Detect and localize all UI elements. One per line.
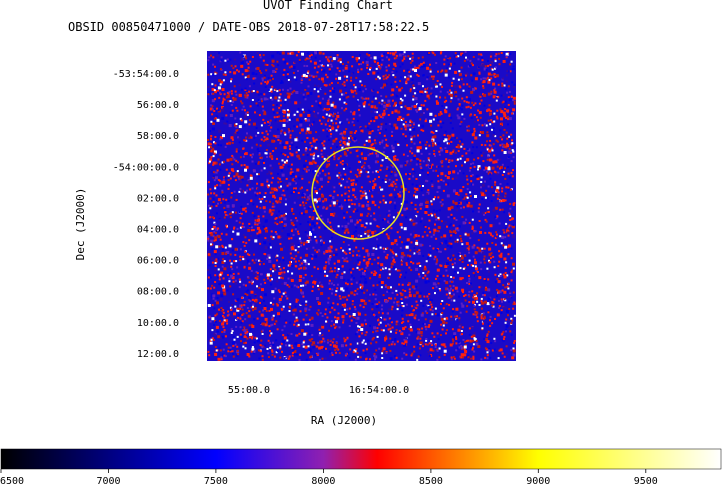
colorbar-tick-label: 7000 — [96, 476, 120, 487]
colorbar-tick-label: 8500 — [419, 476, 443, 487]
colorbar-tick-label: 9000 — [526, 476, 550, 487]
colorbar — [0, 448, 722, 470]
target-region-circle — [311, 146, 405, 240]
colorbar-tick-label: 6500 — [0, 476, 24, 487]
colorbar-tick-label: 7500 — [204, 476, 228, 487]
x-tick-label: 16:54:00.0 — [349, 385, 409, 396]
x-tick-label: 55:00.0 — [228, 385, 270, 396]
chart-subtitle: OBSID 00850471000 / DATE-OBS 2018-07-28T… — [68, 20, 429, 34]
x-axis-label: RA (J2000) — [311, 414, 377, 427]
y-tick-label: 10:00.0 — [137, 318, 179, 329]
y-tick-label: 06:00.0 — [137, 256, 179, 267]
y-tick-label: 04:00.0 — [137, 225, 179, 236]
y-tick-label: 02:00.0 — [137, 193, 179, 204]
y-tick-label: 12:00.0 — [137, 349, 179, 360]
y-tick-label: 56:00.0 — [137, 100, 179, 111]
y-axis-label: Dec (J2000) — [74, 188, 87, 261]
sky-image — [207, 51, 516, 361]
y-tick-label: 58:00.0 — [137, 131, 179, 142]
y-tick-label: -53:54:00.0 — [113, 69, 179, 80]
chart-title: UVOT Finding Chart — [263, 0, 393, 12]
y-tick-label: -54:00:00.0 — [113, 162, 179, 173]
colorbar-tick-label: 8000 — [311, 476, 335, 487]
y-tick-label: 08:00.0 — [137, 287, 179, 298]
colorbar-tick-label: 9500 — [634, 476, 658, 487]
